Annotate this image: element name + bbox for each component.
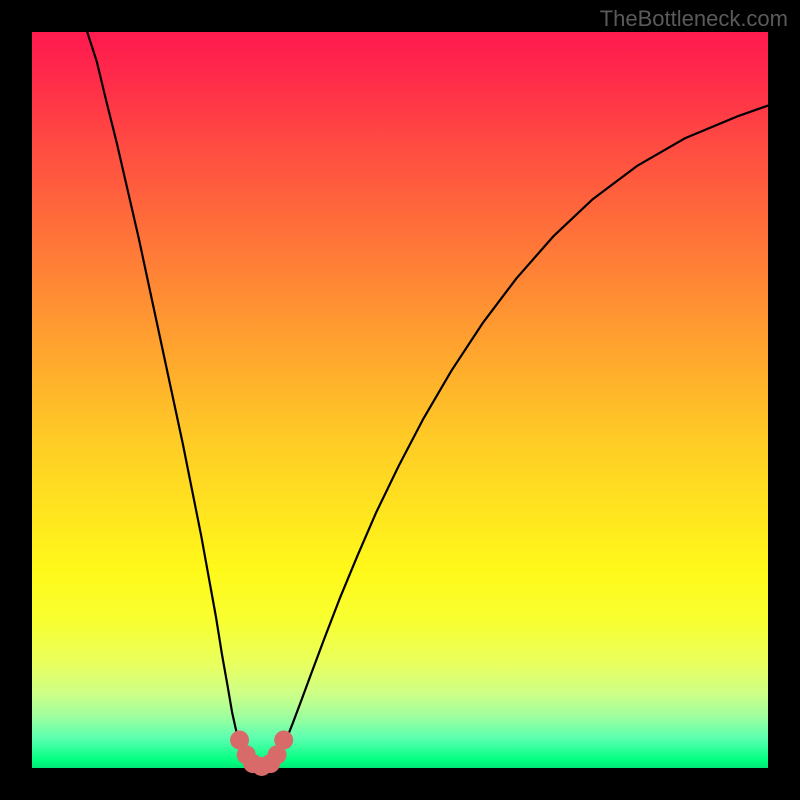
chart-container: TheBottleneck.com <box>0 0 800 800</box>
bottleneck-curve-chart <box>0 0 800 800</box>
plot-background <box>32 32 768 768</box>
optimal-marker <box>274 731 293 750</box>
watermark-text: TheBottleneck.com <box>600 6 788 32</box>
